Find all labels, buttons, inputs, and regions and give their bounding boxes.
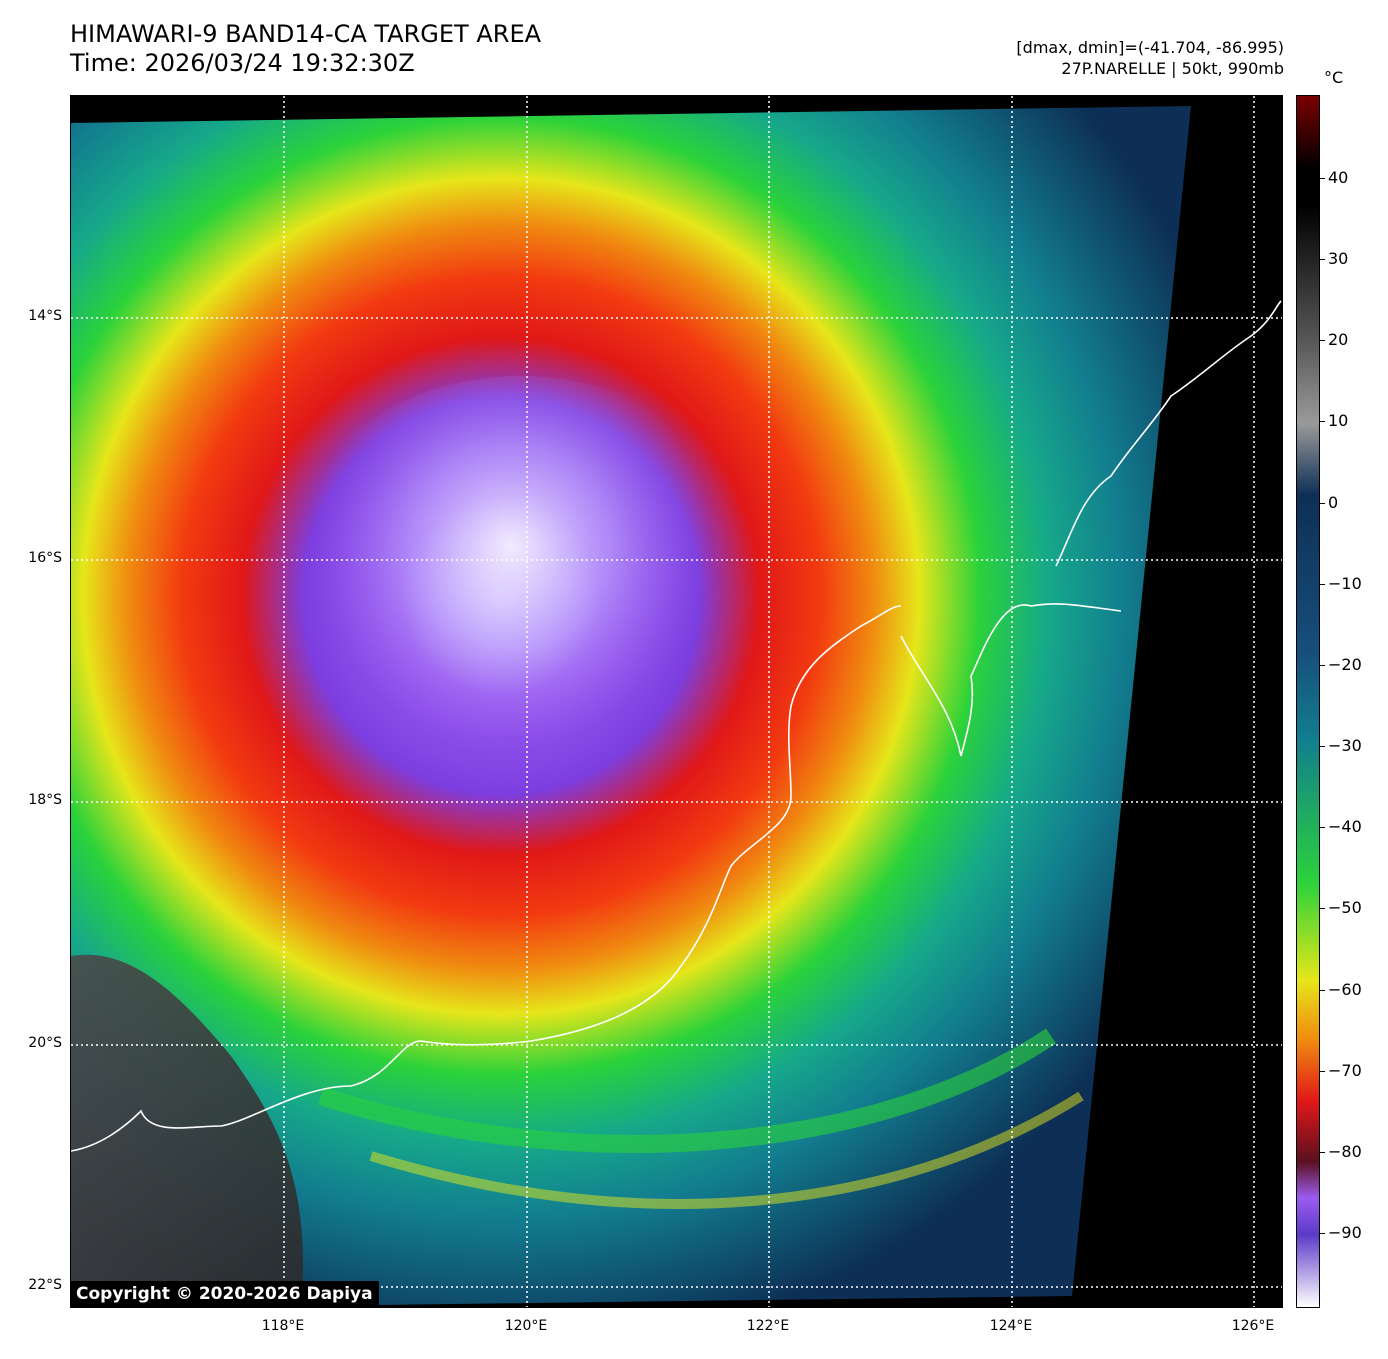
colorbar-tick-mark (1320, 908, 1325, 910)
colorbar-tick-label: 30 (1328, 249, 1349, 269)
copyright-label: Copyright © 2020-2026 Dapiya (70, 1281, 379, 1308)
graticule (71, 96, 1282, 1307)
colorbar-tick-label: −70 (1328, 1060, 1362, 1080)
coastline (1055, 300, 1282, 567)
colorbar-tick-mark (1320, 340, 1325, 342)
colorbar-tick-label: −30 (1328, 736, 1362, 756)
colorbar-tick-label: 10 (1328, 411, 1349, 431)
colorbar-tick-label: −10 (1328, 573, 1362, 593)
colorbar-unit: °C (1324, 68, 1344, 87)
cold-cloud-core (291, 376, 751, 736)
colorbar-tick-mark (1320, 989, 1325, 991)
lon-label-124e: 124°E (989, 1318, 1033, 1334)
lat-label-22s: 22°S (28, 1277, 62, 1293)
storm-text: 27P.NARELLE | 50kt, 990mb (1061, 59, 1284, 78)
lat-label-20s: 20°S (28, 1035, 62, 1051)
colorbar-tick-label: −60 (1328, 979, 1362, 999)
rain-band (369, 1091, 1084, 1209)
lat-label-16s: 16°S (28, 550, 62, 566)
colorbar-tick-mark (1320, 1151, 1325, 1153)
storm-info: [dmax, dmin]=(-41.704, -86.995) 27P.NARE… (1016, 37, 1284, 79)
colorbar-tick-label: −20 (1328, 654, 1362, 674)
colorbar-tick-mark (1320, 827, 1325, 829)
coastline (71, 605, 902, 1152)
range-text: [dmax, dmin]=(-41.704, -86.995) (1016, 38, 1284, 57)
colorbar-tick-mark (1320, 178, 1325, 179)
colorbar-tick-mark (1320, 502, 1325, 504)
colorbar-tick-label: −40 (1328, 817, 1362, 837)
land-area (71, 954, 303, 1307)
colorbar (1296, 95, 1320, 1308)
colorbar-tick-label: 40 (1328, 168, 1349, 187)
lat-label-18s: 18°S (28, 792, 62, 808)
colorbar-tick-mark (1320, 1232, 1325, 1234)
satellite-image (71, 96, 1282, 1307)
colorbar-tick-label: −80 (1328, 1141, 1362, 1161)
coastline (900, 603, 1122, 757)
colorbar-tick-label: −90 (1328, 1222, 1362, 1242)
chart-title: HIMAWARI-9 BAND14-CA TARGET AREA Time: 2… (70, 20, 541, 78)
colorbar-tick-mark (1320, 421, 1325, 423)
colorbar-tick-label: 0 (1328, 492, 1339, 512)
lat-label-14s: 14°S (28, 308, 62, 324)
rain-band (318, 1028, 1056, 1153)
satellite-map (70, 95, 1283, 1308)
colorbar-tick-label: 20 (1328, 330, 1349, 350)
title-line-2: Time: 2026/03/24 19:32:30Z (70, 49, 415, 77)
colorbar-tick-label: −50 (1328, 898, 1362, 918)
lon-label-120e: 120°E (504, 1318, 548, 1334)
colorbar-tick-mark (1320, 1070, 1325, 1072)
lon-label-118e: 118°E (261, 1318, 305, 1334)
lon-label-126e: 126°E (1231, 1318, 1275, 1334)
colorbar-tick-mark (1320, 664, 1325, 666)
colorbar-tick-mark (1320, 746, 1325, 748)
lon-label-122e: 122°E (746, 1318, 790, 1334)
colorbar-tick-mark (1320, 583, 1325, 585)
title-line-1: HIMAWARI-9 BAND14-CA TARGET AREA (70, 20, 542, 48)
colorbar-tick-mark (1320, 259, 1325, 261)
